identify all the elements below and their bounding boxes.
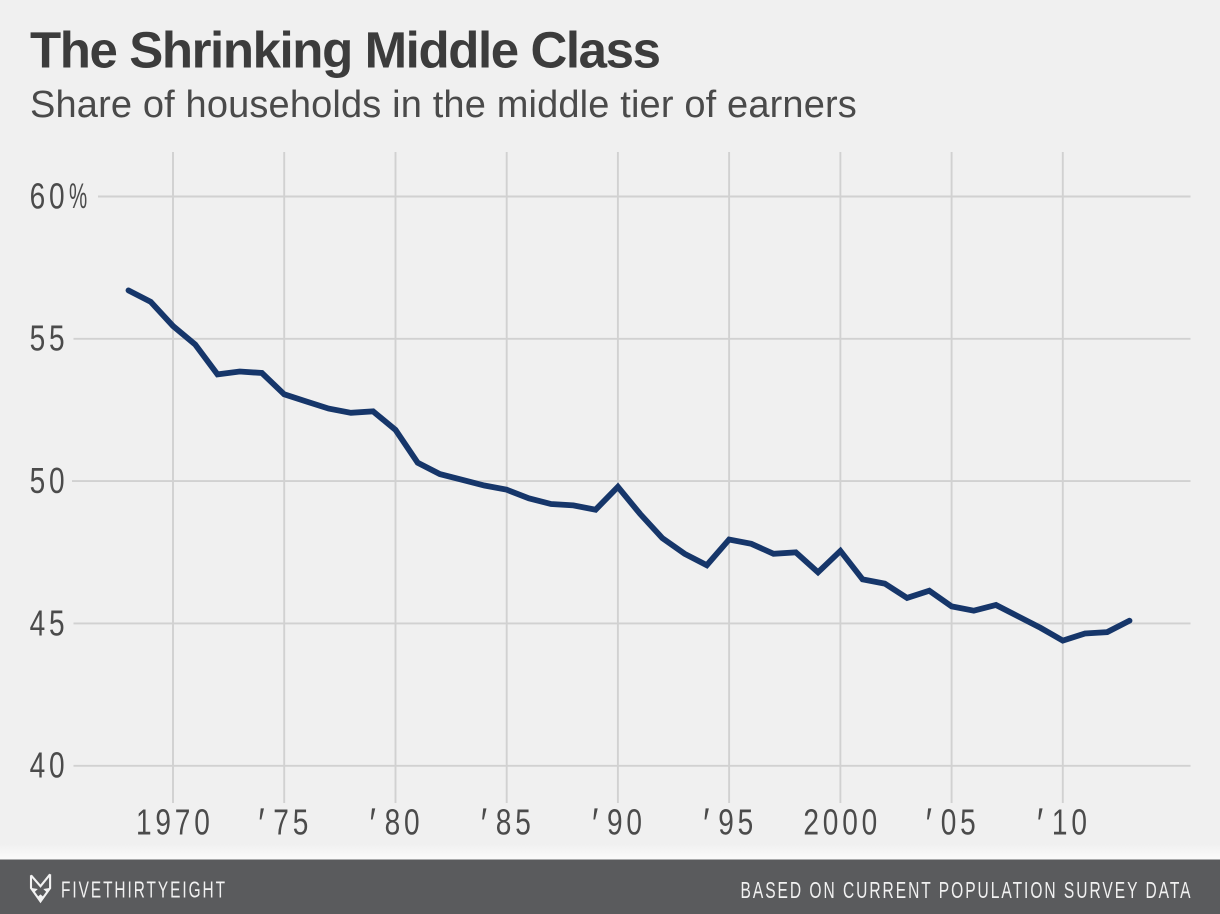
svg-text:45: 45 xyxy=(30,603,69,643)
svg-text:40: 40 xyxy=(30,745,69,785)
svg-text:60: 60 xyxy=(30,176,69,216)
svg-text:FIVETHIRTYEIGHT: FIVETHIRTYEIGHT xyxy=(61,877,227,903)
svg-text:′90: ′90 xyxy=(592,801,646,849)
svg-text:BASED ON CURRENT POPULATION SU: BASED ON CURRENT POPULATION SURVEY DATA xyxy=(741,877,1193,903)
svg-text:′95: ′95 xyxy=(703,801,757,849)
svg-text:′05: ′05 xyxy=(926,801,980,849)
svg-text:The Shrinking Middle Class: The Shrinking Middle Class xyxy=(30,22,660,79)
svg-text:55: 55 xyxy=(30,318,69,358)
svg-text:1970: 1970 xyxy=(136,802,214,842)
svg-text:′80: ′80 xyxy=(370,801,424,849)
svg-text:′75: ′75 xyxy=(258,801,312,849)
svg-text:%: % xyxy=(69,177,87,216)
svg-text:Share of households in the mid: Share of households in the middle tier o… xyxy=(30,84,857,126)
svg-text:′10: ′10 xyxy=(1037,801,1091,849)
svg-text:′85: ′85 xyxy=(481,801,535,849)
svg-text:2000: 2000 xyxy=(803,802,881,842)
svg-text:50: 50 xyxy=(30,461,69,501)
